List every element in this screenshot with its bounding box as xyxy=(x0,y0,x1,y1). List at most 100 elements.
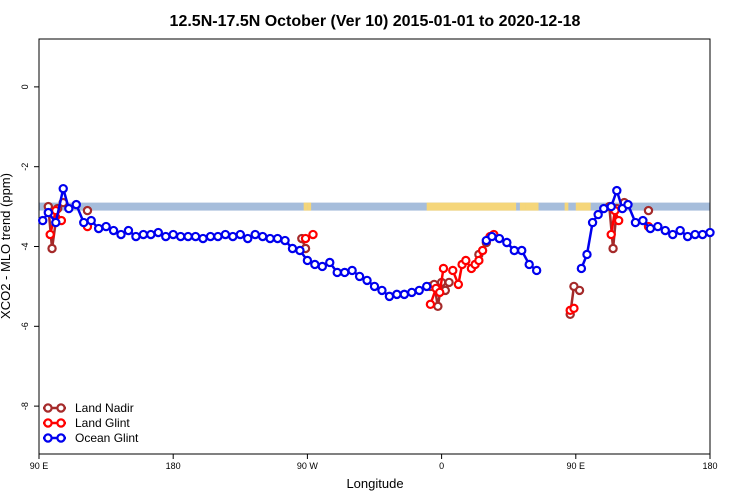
legend-marker xyxy=(56,433,66,443)
x-tick-label: 180 xyxy=(702,461,717,471)
chart-title: 12.5N-17.5N October (Ver 10) 2015-01-01 … xyxy=(170,13,581,30)
data-point xyxy=(71,199,81,210)
data-point xyxy=(682,231,693,242)
data-point xyxy=(280,235,290,246)
data-point xyxy=(612,185,622,196)
data-point xyxy=(474,255,484,266)
data-point xyxy=(116,229,126,240)
y-tick-label: -4 xyxy=(20,242,30,250)
data-point xyxy=(675,225,685,236)
y-tick-label: -8 xyxy=(20,402,30,410)
y-tick-label: -2 xyxy=(20,163,30,171)
data-point xyxy=(705,227,715,238)
data-point xyxy=(310,259,320,270)
data-point xyxy=(93,223,104,234)
data-point xyxy=(531,265,542,276)
data-point xyxy=(108,225,119,236)
data-point xyxy=(587,217,598,228)
data-point xyxy=(606,229,616,240)
data-point xyxy=(153,227,163,238)
data-point xyxy=(517,245,527,256)
data-point xyxy=(272,233,283,244)
data-point xyxy=(287,243,298,254)
data-point xyxy=(250,229,260,240)
data-point xyxy=(407,287,417,298)
data-point xyxy=(690,229,700,240)
data-point xyxy=(235,229,245,240)
data-point xyxy=(608,243,618,254)
data-point xyxy=(58,183,68,194)
data-point xyxy=(243,233,253,244)
data-point xyxy=(161,231,171,242)
x-tick-label: 90 W xyxy=(297,461,319,471)
x-tick-label: 0 xyxy=(439,461,444,471)
data-point xyxy=(697,229,708,240)
data-point xyxy=(433,301,443,312)
x-tick-label: 90 E xyxy=(30,461,49,471)
y-tick-label: -6 xyxy=(20,322,30,330)
series-layer xyxy=(38,183,715,320)
data-point xyxy=(332,267,342,278)
data-point xyxy=(477,245,488,256)
series-ocean-glint xyxy=(38,183,715,302)
y-axis-label: XCO2 - MLO trend (ppm) xyxy=(0,173,13,319)
data-point xyxy=(369,281,380,292)
data-point xyxy=(645,223,656,234)
data-point xyxy=(582,249,592,260)
land-ocean-band xyxy=(39,202,710,211)
land-band-segment xyxy=(307,202,312,211)
data-point xyxy=(300,233,311,244)
data-point xyxy=(175,231,186,242)
land-band-segment xyxy=(426,202,517,211)
data-point xyxy=(630,217,641,228)
data-point xyxy=(502,237,512,248)
legend-label: Land Glint xyxy=(75,416,130,430)
data-point xyxy=(86,215,96,226)
data-point xyxy=(444,277,454,288)
data-point xyxy=(524,259,534,270)
data-point xyxy=(569,303,579,314)
data-point xyxy=(131,231,141,242)
data-point xyxy=(123,225,134,236)
data-point xyxy=(384,291,395,302)
data-point xyxy=(38,215,48,226)
x-axis: 90 E 180 90 W 0 90 E 180 xyxy=(30,454,718,471)
legend-marker xyxy=(43,418,53,428)
land-band-segment xyxy=(525,202,539,211)
x-tick-label: 90 E xyxy=(567,461,586,471)
legend-marker xyxy=(43,403,53,413)
land-band-segment xyxy=(575,202,591,211)
ocean-band xyxy=(39,202,710,211)
data-point xyxy=(653,221,663,232)
data-point xyxy=(183,231,193,242)
data-point xyxy=(593,209,603,220)
data-point xyxy=(623,199,633,210)
series-land-nadir xyxy=(43,197,654,320)
data-point xyxy=(79,217,89,228)
data-point xyxy=(45,229,55,240)
data-point xyxy=(295,245,305,256)
data-point xyxy=(448,265,458,276)
x-axis-label: Longitude xyxy=(346,476,403,491)
data-point xyxy=(47,243,57,254)
data-point xyxy=(228,231,238,242)
land-band-segment xyxy=(303,202,308,211)
data-point xyxy=(325,257,335,268)
y-axis: 0 -2 -4 -6 -8 xyxy=(20,84,39,410)
data-point xyxy=(613,215,624,226)
data-point xyxy=(64,203,74,214)
y-tick-label: 0 xyxy=(20,84,30,89)
data-point xyxy=(606,201,616,212)
data-point xyxy=(494,233,505,244)
land-band-segment xyxy=(519,202,526,211)
data-point xyxy=(101,221,111,232)
data-point xyxy=(438,263,449,274)
data-point xyxy=(82,205,93,216)
data-point xyxy=(425,299,436,310)
data-point xyxy=(576,263,587,274)
data-point xyxy=(377,285,387,296)
data-point xyxy=(51,217,61,228)
data-point xyxy=(146,229,156,240)
